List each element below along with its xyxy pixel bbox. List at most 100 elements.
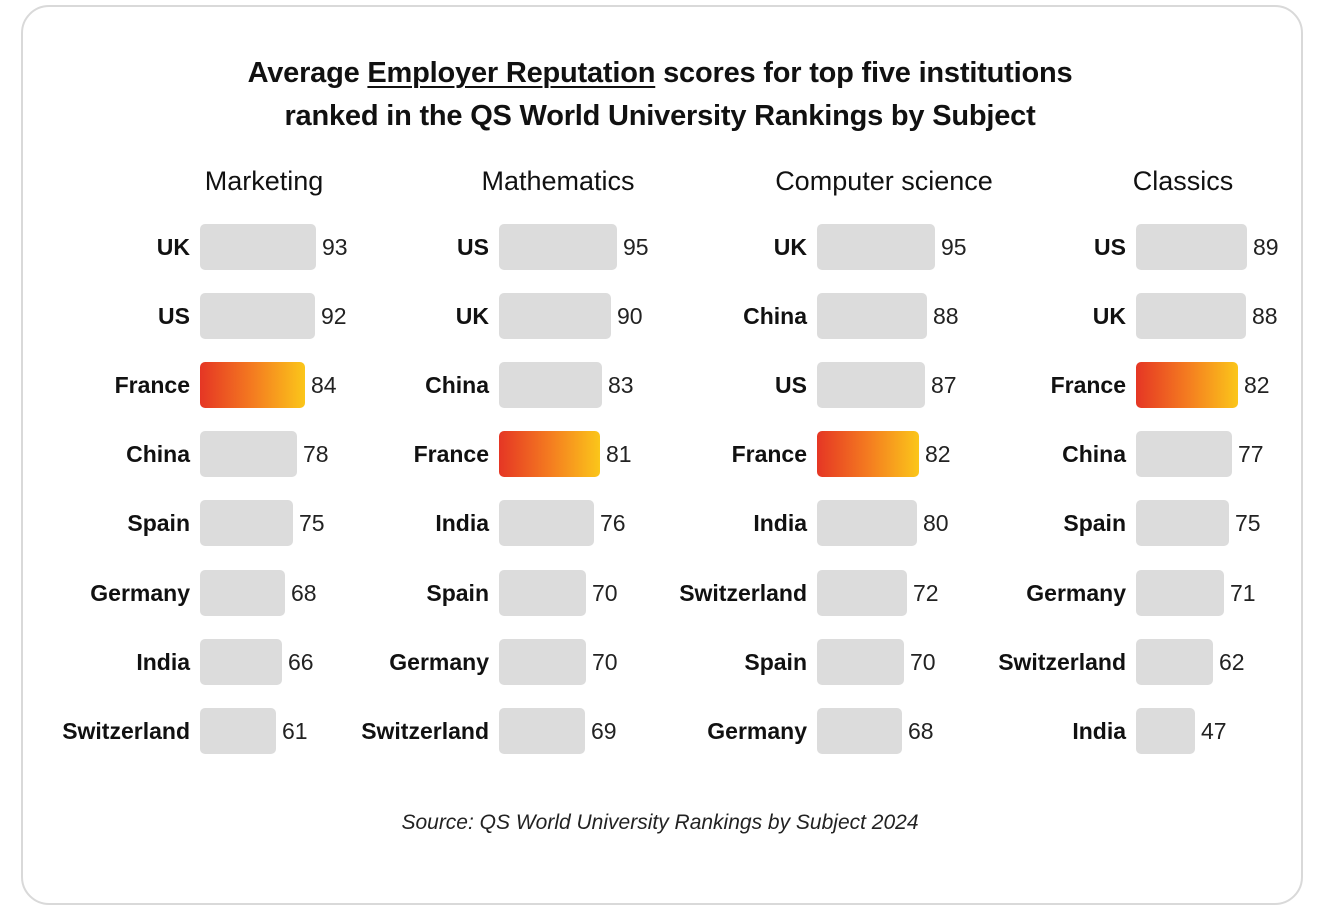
value-label: 88 bbox=[933, 303, 959, 330]
value-label: 61 bbox=[282, 717, 308, 744]
value-label: 82 bbox=[925, 441, 951, 468]
value-label: 68 bbox=[908, 717, 934, 744]
value-label: 66 bbox=[288, 648, 314, 675]
bar-spain bbox=[499, 569, 586, 616]
value-label: 77 bbox=[1238, 441, 1264, 468]
category-label: US bbox=[775, 372, 807, 399]
panel-title-0: Marketing bbox=[204, 166, 324, 196]
value-label: 70 bbox=[592, 648, 618, 675]
value-label: 89 bbox=[1253, 234, 1279, 260]
title-line1-rest: scores for top five institutions bbox=[655, 57, 1073, 89]
bar-india bbox=[499, 500, 594, 547]
bar-germany bbox=[499, 638, 586, 685]
value-label: 88 bbox=[1252, 303, 1278, 330]
category-label: Switzerland bbox=[361, 717, 489, 744]
panel-title-1: Mathematics bbox=[481, 166, 635, 196]
bar-india bbox=[200, 638, 282, 685]
bar-switzerland bbox=[817, 569, 907, 616]
value-label: 47 bbox=[1201, 717, 1227, 744]
category-label: Spain bbox=[127, 510, 190, 537]
value-label: 71 bbox=[1230, 579, 1256, 606]
value-label: 81 bbox=[606, 441, 632, 468]
value-label: 82 bbox=[1244, 372, 1270, 399]
category-label: Switzerland bbox=[998, 648, 1126, 675]
value-label: 95 bbox=[941, 234, 967, 260]
category-label: Spain bbox=[1063, 510, 1126, 537]
category-label: China bbox=[1062, 441, 1126, 468]
category-label: US bbox=[1094, 234, 1126, 260]
category-label: India bbox=[136, 648, 190, 675]
category-label: US bbox=[158, 303, 190, 330]
value-label: 62 bbox=[1219, 648, 1245, 675]
bar-us bbox=[200, 293, 315, 340]
bar-china bbox=[1136, 431, 1232, 478]
bar-germany bbox=[817, 707, 902, 754]
value-label: 69 bbox=[591, 717, 617, 744]
bar-china bbox=[817, 293, 927, 340]
value-label: 75 bbox=[1235, 510, 1261, 537]
bar-france bbox=[499, 431, 600, 478]
value-label: 78 bbox=[303, 441, 329, 468]
bar-uk bbox=[1136, 293, 1246, 340]
bar-germany bbox=[1136, 569, 1224, 616]
category-label: India bbox=[435, 510, 489, 537]
title-line2: ranked in the QS World University Rankin… bbox=[284, 100, 1036, 132]
value-label: 92 bbox=[321, 303, 347, 330]
panel-title-3: Classics bbox=[1132, 166, 1234, 196]
bar-france bbox=[200, 362, 305, 409]
category-label: UK bbox=[1092, 303, 1126, 330]
category-label: UK bbox=[455, 303, 489, 330]
value-label: 83 bbox=[608, 372, 634, 399]
category-label: France bbox=[413, 441, 489, 468]
bar-china bbox=[200, 431, 297, 478]
category-label: Spain bbox=[426, 579, 489, 606]
bar-us bbox=[499, 224, 617, 270]
bar-us bbox=[1136, 224, 1247, 270]
category-label: France bbox=[1050, 372, 1126, 399]
category-label: Germany bbox=[90, 579, 190, 606]
value-label: 80 bbox=[923, 510, 949, 537]
bar-switzerland bbox=[499, 707, 585, 754]
bar-india bbox=[817, 500, 917, 547]
bar-spain bbox=[1136, 500, 1229, 547]
category-label: China bbox=[126, 441, 190, 468]
value-label: 93 bbox=[322, 234, 348, 260]
value-label: 90 bbox=[617, 303, 643, 330]
category-label: France bbox=[731, 441, 807, 468]
category-label: Spain bbox=[744, 648, 807, 675]
category-label: Switzerland bbox=[679, 579, 807, 606]
category-label: France bbox=[114, 372, 190, 399]
bar-spain bbox=[200, 500, 293, 547]
category-label: India bbox=[753, 510, 807, 537]
value-label: 87 bbox=[931, 372, 957, 399]
bar-china bbox=[499, 362, 602, 409]
category-label: China bbox=[425, 372, 489, 399]
category-label: UK bbox=[773, 234, 807, 260]
category-label: US bbox=[457, 234, 489, 260]
bar-uk bbox=[200, 224, 316, 270]
bar-uk bbox=[817, 224, 935, 270]
bar-france bbox=[817, 431, 919, 478]
value-label: 95 bbox=[623, 234, 649, 260]
bar-uk bbox=[499, 293, 611, 340]
category-label: UK bbox=[156, 234, 190, 260]
bar-switzerland bbox=[1136, 638, 1213, 685]
category-label: Germany bbox=[1026, 579, 1126, 606]
category-label: Switzerland bbox=[62, 717, 190, 744]
title-prefix: Average bbox=[247, 57, 368, 89]
bar-switzerland bbox=[200, 707, 276, 754]
value-label: 70 bbox=[910, 648, 936, 675]
source-note: Source: QS World University Rankings by … bbox=[401, 811, 919, 834]
bar-india bbox=[1136, 707, 1195, 754]
value-label: 75 bbox=[299, 510, 325, 537]
category-label: China bbox=[743, 303, 807, 330]
bar-spain bbox=[817, 638, 904, 685]
category-label: India bbox=[1072, 717, 1126, 744]
title-underlined-term: Employer Reputation bbox=[367, 57, 656, 89]
category-label: Germany bbox=[389, 648, 489, 675]
bar-france bbox=[1136, 362, 1238, 409]
value-label: 84 bbox=[311, 372, 337, 399]
value-label: 72 bbox=[913, 579, 939, 606]
panel-title-2: Computer science bbox=[775, 166, 993, 196]
value-label: 76 bbox=[600, 510, 626, 537]
